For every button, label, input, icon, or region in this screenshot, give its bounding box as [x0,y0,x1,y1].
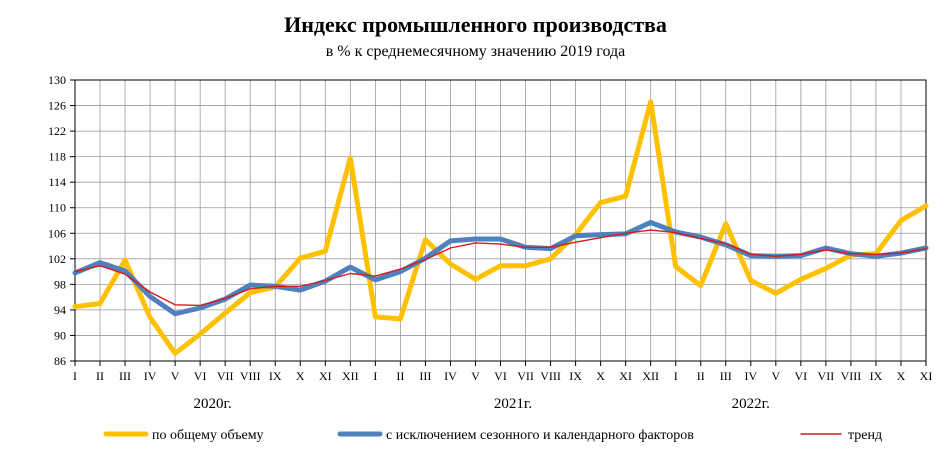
x-tick-label: III [419,369,431,383]
x-tick-label: VIII [240,369,261,383]
legend-label: по общему объему [152,428,264,443]
x-tick-label: IX [870,369,883,383]
y-tick-label: 106 [48,226,66,240]
x-tick-label: V [771,369,780,383]
series-line [72,99,929,356]
year-label: 2020г. [194,396,232,412]
plot-area-border [74,79,927,362]
x-tick-label: IX [269,369,282,383]
x-tick-label: V [171,369,180,383]
x-tick-label: XI [319,369,332,383]
x-tick-label: I [73,369,77,383]
y-tick-label: 86 [54,354,66,368]
y-tick-label: 94 [54,303,66,317]
year-label: 2022г. [732,396,770,412]
legend-label: тренд [848,428,882,443]
x-tick-label: XII [342,369,359,383]
x-tick-label: X [596,369,605,383]
series-line [74,229,927,307]
x-tick-label: IV [144,369,157,383]
x-tick-label: III [119,369,131,383]
x-tick-label: I [373,369,377,383]
x-tick-label: XI [619,369,632,383]
x-tick-label: VI [494,369,507,383]
x-tick-label: VIII [540,369,561,383]
y-tick-label: 98 [54,277,66,291]
x-tick-label: VII [217,369,234,383]
x-tick-label: II [396,369,404,383]
x-tick-label: I [674,369,678,383]
y-tick-label: 118 [48,150,66,164]
x-tick-label: IV [444,369,457,383]
chart-subtitle: в % к среднемесячному значению 2019 года [325,43,626,60]
y-tick-label: 130 [48,73,66,87]
x-tick-label: V [471,369,480,383]
x-tick-label: XII [642,369,659,383]
x-tick-label: II [697,369,705,383]
x-tick-label: VII [517,369,534,383]
x-tick-label: VI [795,369,808,383]
x-tick-label: XI [920,369,933,383]
y-tick-label: 126 [48,99,66,113]
x-tick-label: VI [194,369,207,383]
x-tick-label: VII [818,369,835,383]
chart-title: Индекс промышленного производства [284,12,667,37]
x-tick-label: III [720,369,732,383]
legend-label: с исключением сезонного и календарного ф… [386,428,694,443]
y-tick-label: 110 [48,201,66,215]
x-tick-label: IV [744,369,757,383]
year-label: 2021г. [494,396,532,412]
x-tick-label: X [296,369,305,383]
x-tick-label: X [897,369,906,383]
y-tick-label: 114 [48,175,66,189]
y-tick-label: 90 [54,328,66,342]
y-tick-label: 122 [48,124,66,138]
x-tick-label: VIII [841,369,862,383]
x-tick-label: IX [569,369,582,383]
y-tick-label: 102 [48,252,66,266]
x-tick-label: II [96,369,104,383]
